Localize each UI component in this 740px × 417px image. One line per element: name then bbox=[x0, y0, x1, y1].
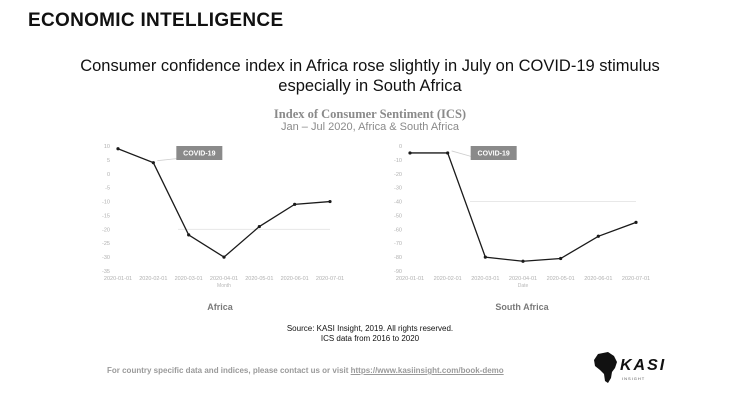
data-point bbox=[559, 256, 563, 261]
data-point bbox=[187, 233, 191, 237]
y-tick-label: -50 bbox=[394, 213, 402, 219]
x-tick-label: 2020-03-01 bbox=[175, 276, 203, 282]
y-tick-label: -20 bbox=[102, 227, 110, 233]
logo-subtext: INSIGHT bbox=[622, 376, 646, 381]
x-tick-label: 2020-05-01 bbox=[547, 276, 575, 282]
y-tick-label: -5 bbox=[105, 186, 110, 192]
y-tick-label: -80 bbox=[394, 255, 402, 261]
y-tick-label: -60 bbox=[394, 227, 402, 233]
x-tick-label: 2020-01-01 bbox=[396, 276, 424, 282]
x-tick-label: 2020-06-01 bbox=[281, 276, 309, 282]
chart-subtitle: Jan – Jul 2020, Africa & South Africa bbox=[281, 121, 459, 133]
y-tick-label: 5 bbox=[107, 158, 110, 164]
x-tick-label: 2020-07-01 bbox=[316, 276, 344, 282]
x-tick-label: 2020-07-01 bbox=[622, 276, 650, 282]
data-point bbox=[328, 199, 332, 204]
covid-callout-label: COVID-19 bbox=[478, 151, 510, 158]
x-axis-label: Month bbox=[217, 283, 231, 289]
source-line-1: Source: KASI Insight, 2019. All rights r… bbox=[286, 324, 454, 333]
headline: Consumer confidence index in Africa rose… bbox=[80, 57, 660, 95]
data-point bbox=[257, 224, 261, 229]
source-line-2: ICS data from 2016 to 2020 bbox=[320, 334, 420, 343]
x-tick-label: 2020-02-01 bbox=[434, 276, 462, 282]
covid-callout-box bbox=[470, 146, 517, 160]
x-tick-label: 2020-03-01 bbox=[471, 276, 499, 282]
y-tick-label: -35 bbox=[102, 269, 110, 275]
data-point bbox=[116, 147, 120, 151]
data-point bbox=[596, 234, 600, 238]
data-point bbox=[222, 255, 226, 259]
y-tick-label: 0 bbox=[399, 144, 402, 150]
series-line bbox=[410, 152, 637, 262]
data-point bbox=[483, 255, 487, 259]
data-point bbox=[293, 202, 297, 206]
y-tick-label: -90 bbox=[394, 269, 402, 275]
y-tick-label: -30 bbox=[394, 186, 402, 192]
footer-text: For country specific data and indices, p… bbox=[107, 366, 351, 375]
footer-note: For country specific data and indices, p… bbox=[107, 366, 504, 375]
data-point bbox=[521, 259, 525, 263]
south-africa-panel-label: South Africa bbox=[495, 302, 549, 312]
x-tick-label: 2020-05-01 bbox=[245, 276, 273, 282]
x-axis-label: Date bbox=[518, 283, 529, 289]
africa-panel-label: Africa bbox=[207, 302, 233, 312]
data-point bbox=[634, 220, 638, 224]
y-tick-label: 10 bbox=[104, 144, 110, 150]
series-line bbox=[117, 148, 331, 258]
x-tick-label: 2020-06-01 bbox=[584, 276, 612, 282]
x-tick-label: 2020-01-01 bbox=[104, 276, 132, 282]
source-note: Source: KASI Insight, 2019. All rights r… bbox=[200, 324, 540, 344]
y-tick-label: -20 bbox=[394, 172, 402, 178]
y-tick-label: -10 bbox=[102, 200, 110, 206]
chart-title: Index of Consumer Sentiment (ICS) bbox=[273, 107, 467, 121]
y-tick-label: -15 bbox=[102, 213, 110, 219]
covid-callout-label: COVID-19 bbox=[183, 151, 215, 158]
africa-map-logo-icon bbox=[594, 352, 617, 383]
y-tick-label: -10 bbox=[394, 158, 402, 164]
x-tick-label: 2020-02-01 bbox=[139, 276, 167, 282]
y-tick-label: -25 bbox=[102, 241, 110, 247]
y-tick-label: -30 bbox=[102, 255, 110, 261]
y-tick-label: 0 bbox=[107, 172, 110, 178]
brand-title: ECONOMIC INTELLIGENCE bbox=[28, 10, 284, 31]
x-tick-label: 2020-04-01 bbox=[210, 276, 238, 282]
data-point bbox=[151, 161, 155, 165]
y-tick-label: -70 bbox=[394, 241, 402, 247]
logo-text: KASI bbox=[620, 357, 667, 374]
data-point bbox=[408, 151, 412, 155]
footer-link[interactable]: https://www.kasiinsight.com/book-demo bbox=[350, 366, 504, 375]
data-point bbox=[446, 151, 450, 155]
x-tick-label: 2020-04-01 bbox=[509, 276, 537, 282]
covid-callout-box bbox=[176, 146, 223, 160]
y-tick-label: -40 bbox=[394, 200, 402, 206]
